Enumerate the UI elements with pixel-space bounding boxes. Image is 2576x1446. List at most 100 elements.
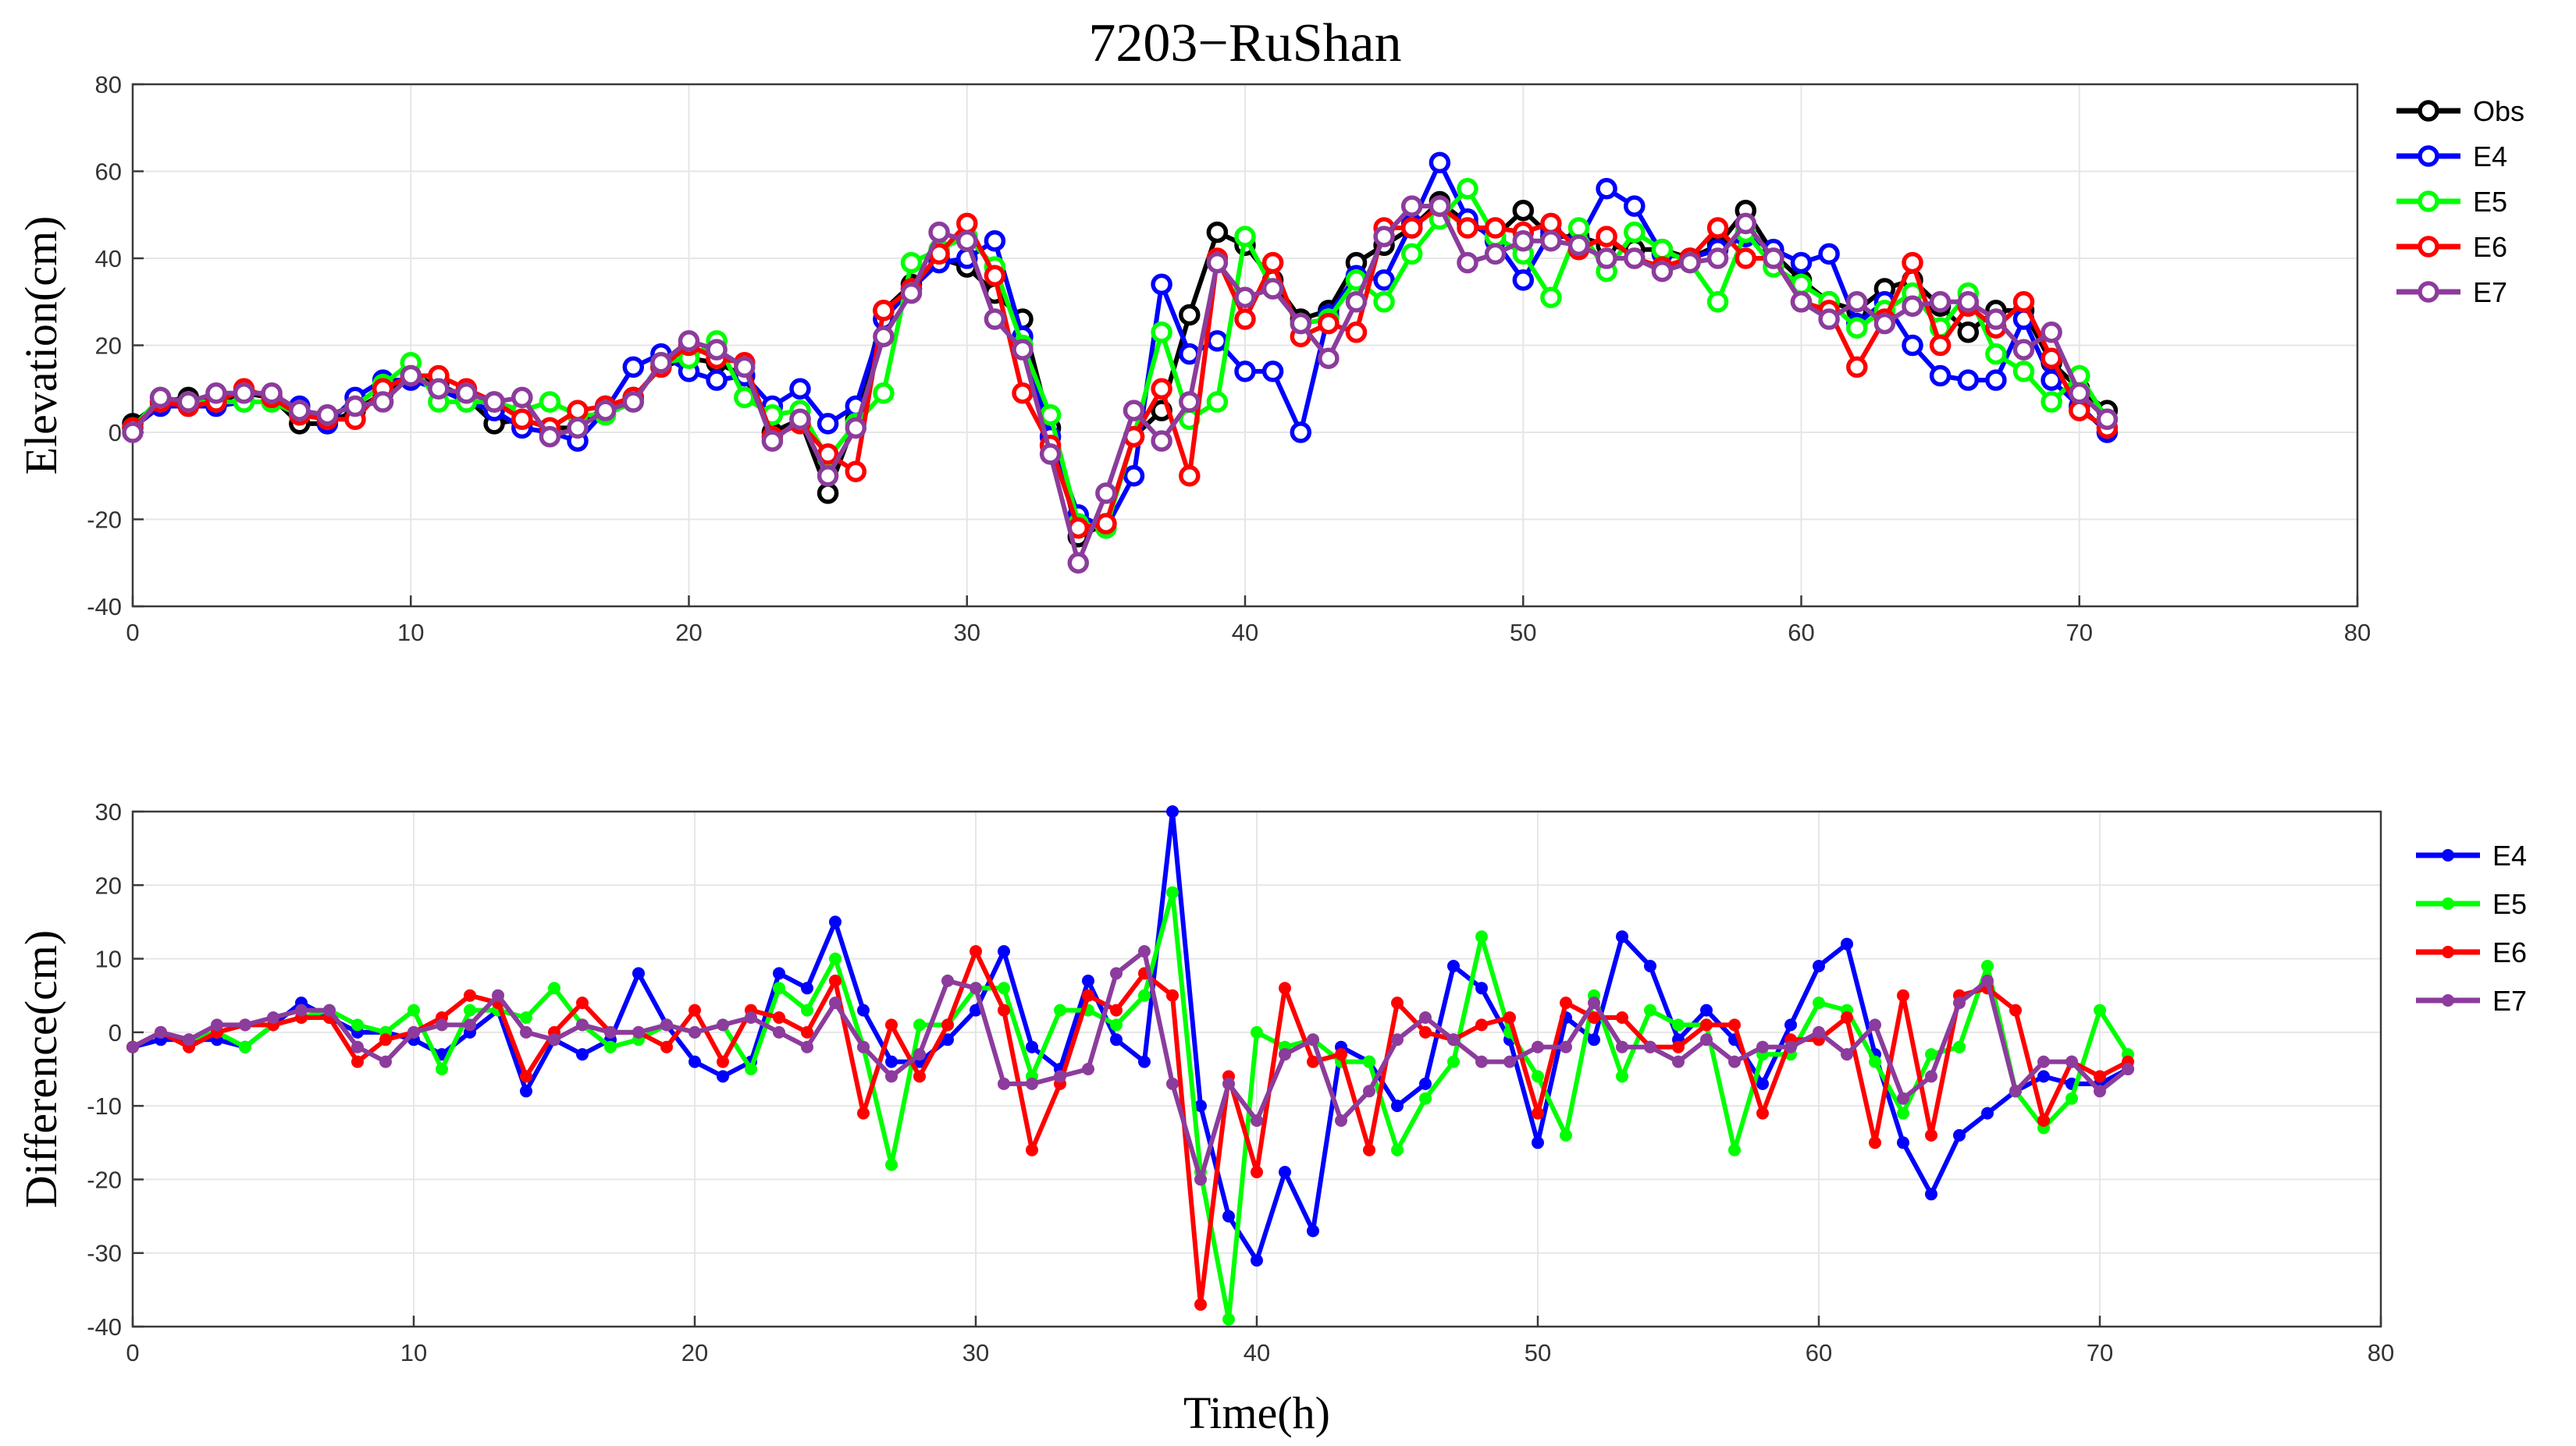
- data-point: [900, 251, 923, 274]
- data-point: [1532, 1136, 1544, 1149]
- data-point: [372, 391, 394, 413]
- data-point: [1419, 1025, 1432, 1039]
- data-point: [1251, 1254, 1263, 1267]
- data-point: [122, 421, 144, 443]
- data-point: [1194, 1100, 1207, 1113]
- x-tick-label: 70: [2066, 619, 2093, 646]
- data-point: [492, 989, 504, 1002]
- data-point: [520, 1070, 532, 1083]
- legend-label: E7: [2473, 276, 2507, 308]
- data-point: [885, 1018, 898, 1032]
- data-point: [1644, 1004, 1656, 1017]
- data-point: [1475, 1018, 1488, 1032]
- data-point: [845, 460, 867, 482]
- legend-label: E7: [2492, 985, 2527, 1017]
- data-point: [1419, 1077, 1432, 1090]
- data-point: [1644, 960, 1656, 972]
- data-point: [548, 982, 560, 995]
- data-point: [1138, 1055, 1151, 1068]
- data-point: [323, 1004, 336, 1017]
- data-point: [1335, 1048, 1347, 1061]
- legend-swatch-marker: [2442, 994, 2454, 1007]
- legend-item-e6: E6: [2416, 936, 2527, 968]
- data-point: [1251, 1114, 1263, 1127]
- data-point: [1373, 269, 1395, 291]
- data-point: [1110, 1018, 1123, 1032]
- data-point: [829, 974, 841, 987]
- data-point: [1700, 1033, 1713, 1046]
- x-tick-label: 60: [1788, 619, 1814, 646]
- data-point: [1206, 330, 1229, 352]
- data-point: [2094, 1085, 2106, 1098]
- data-point: [1532, 1107, 1544, 1120]
- x-tick-label: 40: [1244, 1339, 1270, 1366]
- data-point: [1953, 1128, 1966, 1142]
- data-point: [1957, 291, 1980, 313]
- data-point: [1706, 217, 1729, 239]
- data-point: [2012, 361, 2035, 382]
- series-e7: [122, 195, 2119, 574]
- legend-label: E5: [2473, 186, 2507, 218]
- data-point: [1194, 1173, 1207, 1186]
- data-point: [845, 417, 867, 439]
- data-point: [622, 356, 645, 378]
- data-point: [1400, 217, 1423, 239]
- legend-swatch-marker: [2418, 190, 2439, 212]
- data-point: [2009, 1004, 2022, 1017]
- data-point: [1429, 151, 1451, 174]
- data-point: [1735, 247, 1757, 269]
- data-point: [1897, 989, 1909, 1002]
- data-point: [2096, 408, 2119, 431]
- data-point: [520, 1011, 532, 1024]
- data-point: [941, 974, 954, 987]
- data-point: [632, 1025, 645, 1039]
- data-point: [1512, 269, 1535, 291]
- data-point: [1672, 1018, 1685, 1032]
- legend-label: E5: [2492, 888, 2527, 920]
- data-point: [177, 391, 200, 413]
- data-point: [1925, 1070, 1937, 1083]
- data-point: [205, 382, 227, 404]
- data-point: [1624, 247, 1646, 269]
- data-point: [857, 1040, 870, 1053]
- data-point: [817, 482, 839, 504]
- data-point: [1897, 1136, 1909, 1149]
- data-point: [2012, 339, 2035, 361]
- data-point: [1672, 1055, 1685, 1068]
- data-point: [1307, 1224, 1319, 1238]
- data-point: [1457, 217, 1478, 239]
- data-point: [717, 1018, 729, 1032]
- data-point: [1735, 212, 1757, 235]
- data-point: [1166, 886, 1179, 899]
- data-point: [1123, 400, 1145, 421]
- data-point: [761, 430, 784, 452]
- data-point: [1179, 391, 1201, 413]
- data-point: [1206, 391, 1229, 413]
- data-point: [1706, 291, 1729, 313]
- data-point: [1869, 1136, 1881, 1149]
- legend-swatch-marker: [2442, 946, 2454, 958]
- data-point: [1818, 243, 1840, 265]
- data-point: [789, 378, 811, 400]
- data-point: [1110, 967, 1123, 980]
- data-point: [539, 425, 561, 448]
- data-point: [885, 1055, 898, 1068]
- data-point: [1957, 369, 1980, 391]
- data-point: [1902, 334, 1923, 357]
- data-point: [511, 408, 533, 431]
- data-point: [379, 1033, 392, 1046]
- data-point: [1475, 930, 1488, 943]
- data-point: [1784, 1018, 1797, 1032]
- data-point: [970, 982, 982, 995]
- legend-item-e4: E4: [2396, 140, 2507, 172]
- data-point: [801, 1040, 813, 1053]
- legend-swatch-marker: [2418, 281, 2439, 303]
- data-point: [817, 413, 839, 435]
- data-point: [1234, 361, 1256, 382]
- legend-item-e4: E4: [2416, 840, 2527, 872]
- data-point: [1400, 195, 1423, 217]
- data-point: [1503, 1011, 1516, 1024]
- data-point: [1151, 273, 1172, 296]
- data-point: [717, 1055, 729, 1068]
- data-point: [1391, 1100, 1404, 1113]
